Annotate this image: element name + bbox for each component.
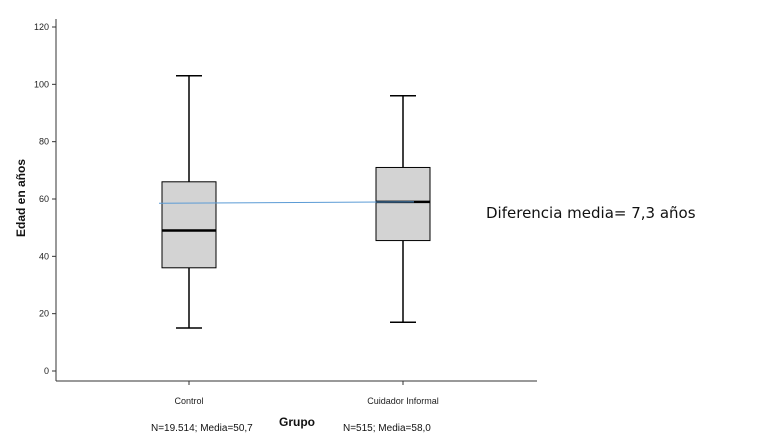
y-tick-label: 100 [34, 79, 49, 89]
mean-connector-line [158, 201, 415, 204]
y-tick-label: 120 [34, 22, 49, 32]
y-tick-label: 0 [44, 366, 49, 376]
y-tick-label: 40 [39, 251, 49, 261]
box-0 [161, 74, 217, 329]
x-axis-title: Grupo [279, 415, 315, 429]
mean-difference-annotation: Diferencia media= 7,3 años [486, 204, 696, 222]
group-note-control: N=19.514; Media=50,7 [151, 423, 253, 434]
iqr-box [375, 166, 431, 242]
iqr-box [161, 181, 217, 269]
group-note-cuidador: N=515; Media=58,0 [343, 423, 431, 434]
mean-connector [158, 201, 415, 204]
x-tick-label: Control [174, 396, 203, 406]
box-1 [375, 95, 431, 324]
y-tick-label: 60 [39, 194, 49, 204]
boxes [161, 74, 431, 329]
x-tick-label: Cuidador Informal [367, 396, 439, 406]
y-tick-label: 80 [39, 137, 49, 147]
y-axis-title: Edad en años [14, 159, 28, 237]
axes: 0 20 40 60 80 100 120 Control Cuidador Informal [34, 19, 537, 406]
y-tick-label: 20 [39, 309, 49, 319]
